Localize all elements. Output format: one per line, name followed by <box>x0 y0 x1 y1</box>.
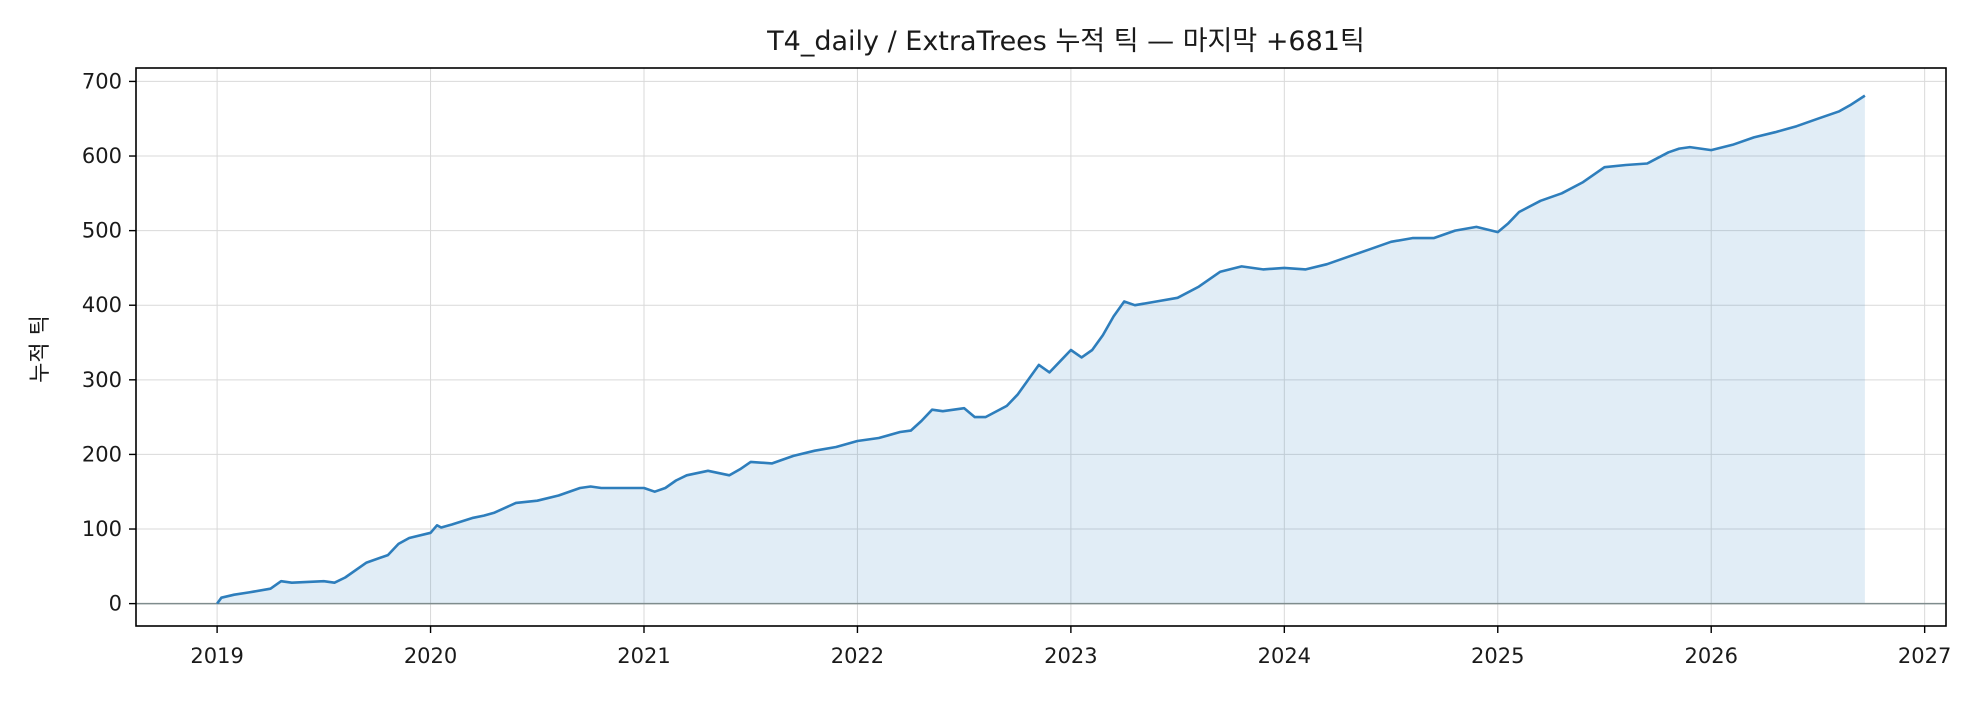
plot-frame <box>135 67 1947 627</box>
series-area-fill <box>217 95 1865 604</box>
y-tick-label: 700 <box>82 69 122 93</box>
y-tick-label: 500 <box>82 219 122 243</box>
x-tick-label: 2022 <box>831 644 884 668</box>
x-tick-label: 2024 <box>1258 644 1311 668</box>
y-tick-label: 0 <box>109 592 122 616</box>
y-tick-label: 600 <box>82 144 122 168</box>
x-tick-label: 2020 <box>404 644 457 668</box>
y-axis-label: 누적 틱 <box>28 315 53 383</box>
y-tick-label: 400 <box>82 293 122 317</box>
series-line <box>216 94 1866 605</box>
x-tick-label: 2026 <box>1684 644 1737 668</box>
x-tick-label: 2021 <box>617 644 670 668</box>
chart-title: T4_daily / ExtraTrees 누적 틱 — 마지막 +681틱 <box>766 26 1365 57</box>
x-tick-label: 2027 <box>1898 644 1951 668</box>
y-tick-label: 300 <box>82 368 122 392</box>
y-tick-label: 200 <box>82 442 122 466</box>
data-layer <box>136 94 1946 605</box>
y-tick-label: 100 <box>82 517 122 541</box>
x-tick-label: 2019 <box>190 644 243 668</box>
x-tick-label: 2023 <box>1044 644 1097 668</box>
x-tick-label: 2025 <box>1471 644 1524 668</box>
axis-layer: 2019 2020 2021 2022 2023 2024 2025 2026 2027 0 100… <box>82 69 1951 668</box>
